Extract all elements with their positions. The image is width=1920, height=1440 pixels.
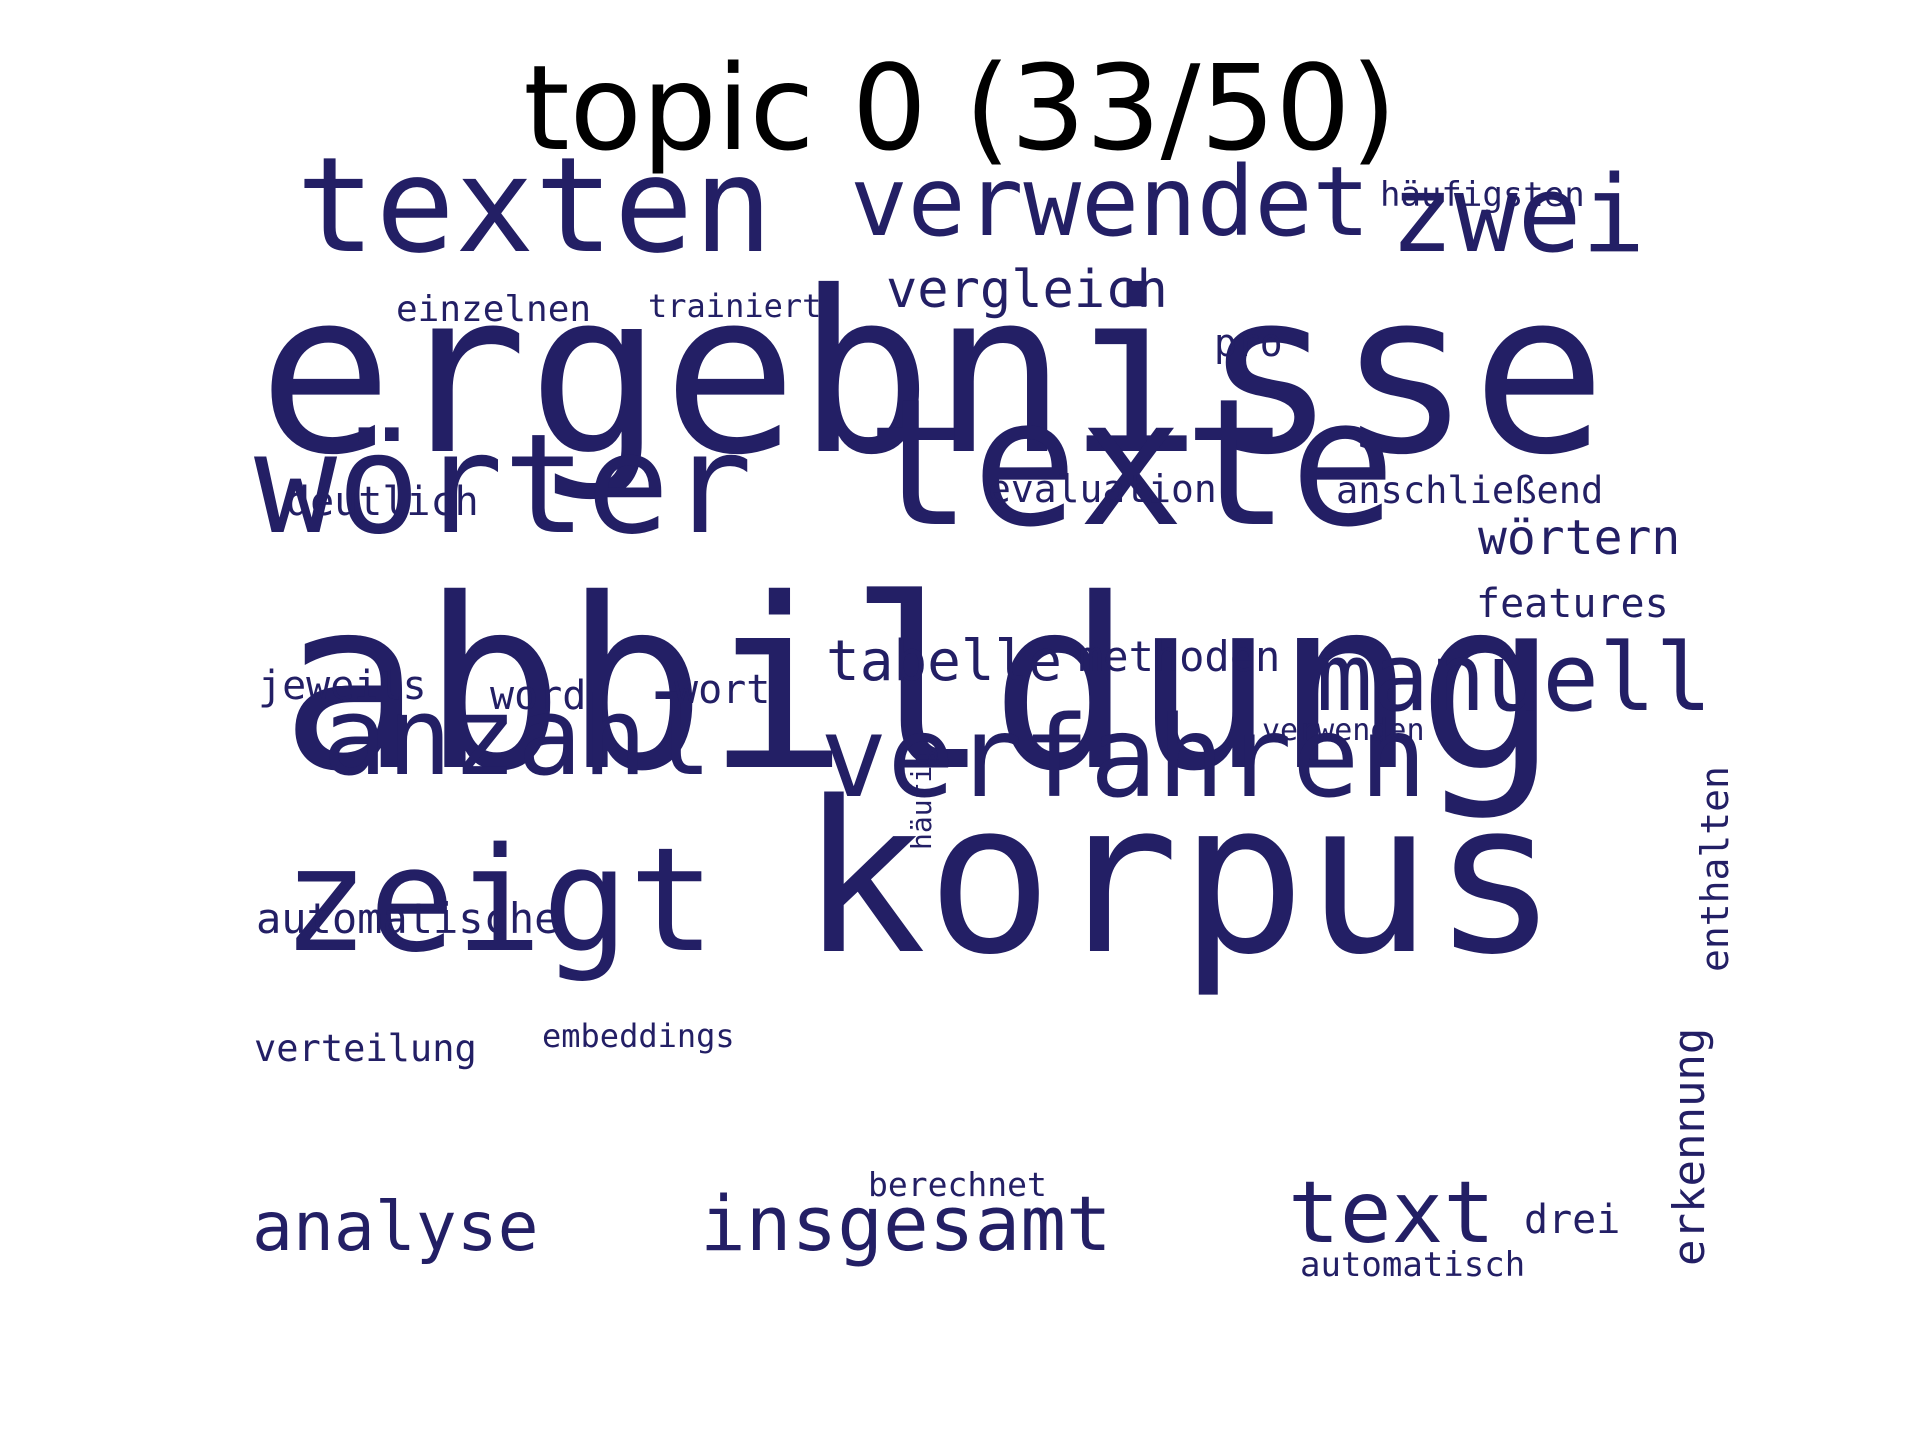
cloud-word: enthalten (1693, 766, 1737, 972)
cloud-word: verteilung (254, 1027, 477, 1070)
cloud-word: korpus (800, 756, 1559, 1001)
cloud-word: zwei (1390, 153, 1646, 276)
cloud-word: vergleich (886, 260, 1168, 320)
cloud-word: wort (674, 667, 771, 713)
cloud-word: verfahren (820, 693, 1427, 823)
cloud-word: ergebnisse (258, 243, 1607, 504)
cloud-word: embeddings (542, 1017, 735, 1055)
cloud-word: manuell (1316, 624, 1713, 733)
cloud-word: methoden (1078, 632, 1281, 681)
cloud-word: analyse (252, 1188, 539, 1267)
cloud-word: tabelle (826, 629, 1063, 694)
cloud-word: evaluation (988, 467, 1217, 511)
cloud-word: deutlich (286, 479, 479, 525)
cloud-word: anschließend (1336, 469, 1604, 512)
cloud-word: verwenden (1262, 713, 1425, 748)
cloud-word: text (1288, 1163, 1496, 1263)
cloud-word: word (490, 673, 587, 719)
cloud-word: drei (1524, 1197, 1621, 1243)
cloud-word: trainiert (648, 287, 822, 325)
cloud-word: wörter (254, 404, 753, 565)
cloud-word: pro (1214, 321, 1283, 365)
cloud-word: texte (866, 361, 1396, 566)
cloud-word: insgesamt (700, 1179, 1112, 1268)
cloud-word: verwendet (850, 146, 1371, 258)
cloud-word: erkennung (1664, 1027, 1715, 1266)
cloud-word: automatisch (1300, 1245, 1526, 1285)
cloud-word: abbildung (280, 548, 1559, 823)
cloud-word: wörtern (1478, 510, 1681, 566)
cloud-word: features (1476, 581, 1669, 627)
cloud-word: jeweils (258, 663, 427, 709)
cloud-word: berechnet (868, 1165, 1047, 1204)
cloud-title: topic 0 (33/50) (523, 39, 1397, 177)
cloud-word: zeigt (282, 816, 716, 984)
cloud-word: automatische (256, 894, 560, 943)
cloud-word: einzelnen (396, 289, 592, 330)
cloud-word: texten (296, 129, 773, 283)
cloud-word: häufigsten (1380, 175, 1585, 215)
cloud-word: häufig (905, 748, 938, 850)
cloud-word: anzahl (322, 675, 713, 800)
